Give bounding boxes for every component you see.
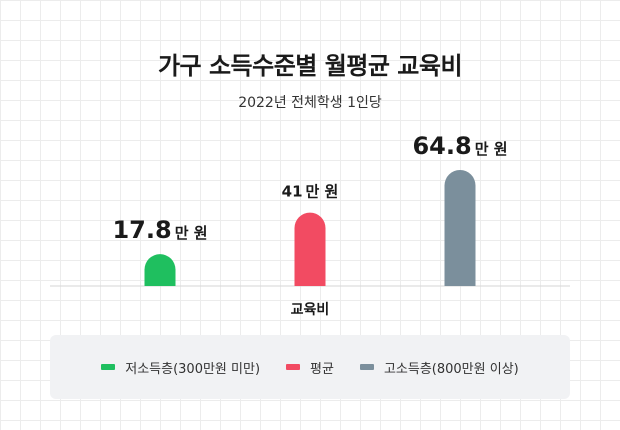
data-label-value-low-income: 17.8 [112,216,171,244]
bar-chart: 교육비 17.8 만 원41 만 원64.8 만 원 [50,132,570,318]
data-label-unit-average: 만 원 [306,183,339,201]
legend-swatch-average [286,364,301,370]
data-label-low-income: 17.8 만 원 [112,216,207,244]
data-label-value-high-income: 64.8 [412,132,471,160]
data-label-value-average: 41 [282,183,303,201]
bar-high-income [444,170,476,286]
x-axis-category-label: 교육비 [291,302,330,318]
legend: 저소득층(300만원 미만) 평균 고소득층(800만원 이상) [50,335,570,399]
bar-low-income [144,254,176,286]
data-label-average: 41 만 원 [282,183,339,201]
legend-swatch-low-income [101,364,116,370]
legend-label-high-income: 고소득층(800만원 이상) [383,361,519,377]
data-label-high-income: 64.8 만 원 [412,132,507,160]
legend-swatch-high-income [359,364,374,370]
chart-title: 가구 소득수준별 월평균 교육비 [157,52,463,80]
bar-average [294,212,326,286]
data-label-unit-high-income: 만 원 [475,140,508,158]
legend-item-high-income: 고소득층(800만원 이상) [359,358,519,377]
chart-subtitle: 2022년 전체학생 1인당 [238,95,382,111]
legend-item-average: 평균 [286,358,334,377]
legend-label-average: 평균 [310,361,334,377]
data-label-unit-low-income: 만 원 [175,224,208,242]
legend-label-low-income: 저소득층(300만원 미만) [125,361,261,377]
legend-item-low-income: 저소득층(300만원 미만) [101,358,260,377]
